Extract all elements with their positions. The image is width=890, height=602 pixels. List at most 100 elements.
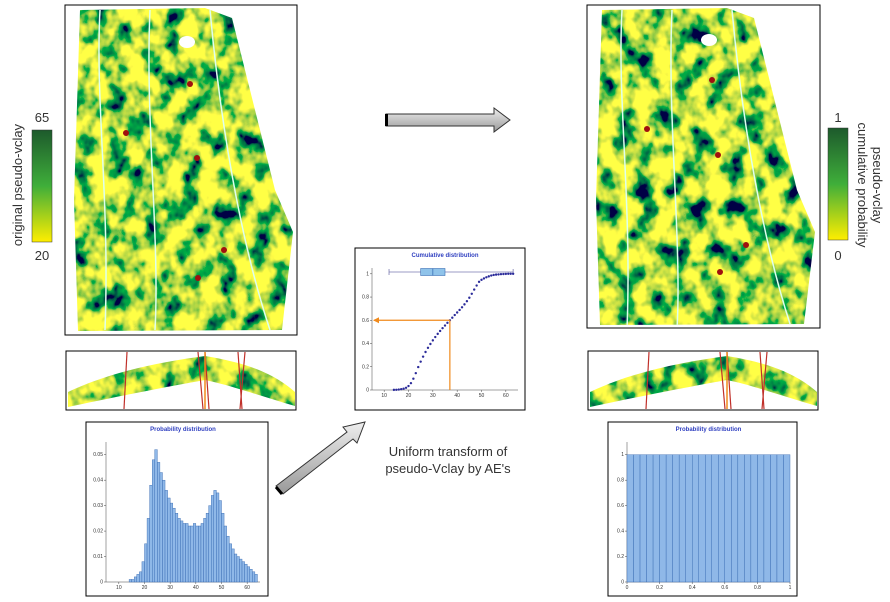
y-tick-label: 0.6	[617, 503, 624, 509]
bar	[239, 558, 243, 583]
x-tick-label: 40	[193, 585, 199, 591]
well	[187, 81, 193, 87]
point	[392, 388, 396, 392]
bar	[195, 525, 199, 583]
point	[499, 272, 503, 276]
y-tick-label: 0.8	[617, 478, 624, 484]
bar	[198, 525, 202, 583]
caption: pseudo-Vclay by AE's	[385, 461, 511, 476]
bar	[216, 492, 220, 583]
point	[482, 277, 486, 280]
bar	[633, 454, 641, 583]
bar	[200, 523, 204, 583]
y-tick-label: 0.03	[93, 503, 103, 509]
point	[421, 355, 425, 358]
point	[400, 387, 403, 391]
colorbar-label: original pseudo-vclay	[10, 123, 25, 246]
y-tick-label: 0.01	[93, 554, 103, 560]
point	[458, 308, 461, 312]
bar	[685, 454, 693, 583]
y-tick-label: 0	[366, 388, 369, 394]
point	[490, 274, 493, 277]
y-tick-label: 0.02	[93, 529, 103, 535]
colorbar	[827, 127, 849, 241]
arrow	[275, 421, 366, 495]
x-tick-label: 10	[116, 585, 122, 591]
bar	[131, 579, 135, 583]
bar	[159, 472, 163, 583]
map-hole	[179, 36, 195, 48]
bar	[193, 523, 197, 583]
y-tick-label: 0.2	[362, 364, 369, 370]
well	[194, 155, 200, 161]
point	[424, 350, 427, 354]
bar	[757, 454, 765, 583]
x-tick-label: 0.4	[689, 585, 696, 591]
x-tick-label: 0.6	[721, 585, 728, 591]
x-tick-label: 20	[406, 393, 412, 399]
y-tick-label: 0	[100, 580, 103, 586]
bar	[136, 574, 140, 583]
arrow	[385, 107, 511, 133]
x-tick-label: 50	[219, 585, 225, 591]
bar	[164, 490, 168, 583]
point	[468, 296, 471, 299]
x-tick-label: 60	[244, 585, 250, 591]
bar	[639, 454, 647, 583]
chart-title: Cumulative distribution	[411, 253, 478, 259]
y-tick-label: 1	[621, 452, 624, 458]
bar	[763, 454, 771, 583]
bar	[626, 454, 634, 583]
bar	[226, 535, 230, 583]
bar	[776, 454, 784, 583]
bar	[182, 523, 186, 583]
point	[480, 278, 483, 282]
well	[123, 130, 129, 136]
bar	[646, 454, 654, 583]
colorbar-max: 1	[834, 110, 841, 125]
bar	[783, 454, 791, 583]
bar	[731, 454, 739, 583]
bar	[241, 561, 245, 583]
y-tick-label: 0.6	[362, 318, 369, 324]
bar	[149, 485, 153, 583]
point	[504, 272, 508, 276]
map-faults	[620, 9, 793, 325]
point	[463, 303, 466, 306]
bar	[177, 518, 181, 583]
y-tick-label: 0.2	[617, 554, 624, 560]
chart-title: Probability distribution	[676, 427, 742, 433]
x-tick-label: 40	[454, 393, 460, 399]
point	[431, 339, 435, 342]
point	[485, 276, 488, 279]
y-tick-label: 0	[621, 580, 624, 586]
bar	[678, 454, 686, 583]
x-tick-label: 0	[626, 585, 629, 591]
bar	[180, 520, 184, 583]
map-hole	[701, 34, 717, 46]
point	[436, 332, 439, 336]
bar	[737, 454, 745, 583]
bar	[154, 449, 158, 583]
bar	[162, 479, 166, 583]
y-tick-label: 0.8	[362, 295, 369, 301]
bar	[672, 454, 680, 583]
bar	[236, 556, 240, 583]
guide-arrowhead	[373, 317, 379, 324]
point	[426, 346, 430, 350]
bar	[249, 569, 253, 583]
colorbar-min: 0	[834, 248, 841, 263]
bar	[228, 543, 232, 583]
arrow-tail	[385, 114, 388, 126]
bar	[724, 454, 732, 583]
y-tick-label: 0.4	[362, 341, 369, 347]
bar	[659, 454, 667, 583]
bar	[169, 502, 173, 583]
bar	[246, 566, 250, 583]
y-tick-label: 0.4	[617, 529, 624, 535]
bar	[231, 548, 235, 583]
point	[455, 311, 459, 314]
bar	[139, 571, 143, 583]
well	[709, 77, 715, 83]
